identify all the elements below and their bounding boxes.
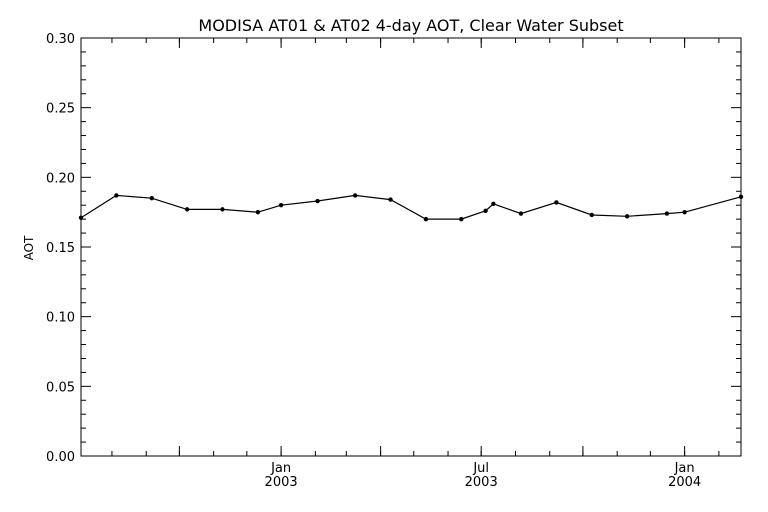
y-axis-label: AOT — [22, 235, 36, 260]
x-tick-year: 2003 — [265, 475, 298, 490]
chart-title: MODISA AT01 & AT02 4-day AOT, Clear Wate… — [198, 16, 623, 35]
y-tick-label: 0.00 — [46, 450, 75, 465]
series-line — [80, 194, 742, 220]
x-tick-month: Jan — [674, 461, 695, 476]
data-point — [114, 193, 119, 198]
data-point — [315, 198, 320, 204]
data-point — [589, 212, 594, 218]
x-tick-month: Jan — [270, 461, 291, 476]
axis-ticks — [81, 37, 741, 457]
x-tick-year: 2003 — [465, 475, 498, 490]
y-tick-label: 0.25 — [46, 102, 75, 117]
data-point — [554, 200, 559, 205]
data-point — [255, 209, 261, 215]
data-point — [388, 197, 393, 202]
data-point — [423, 216, 429, 222]
y-tick-label: 0.10 — [46, 311, 75, 326]
y-tick-label: 0.15 — [46, 241, 75, 256]
data-point — [220, 207, 225, 212]
data-point — [184, 207, 190, 212]
data-point — [459, 216, 464, 222]
y-tick-label: 0.20 — [46, 171, 75, 186]
data-point — [483, 208, 488, 213]
data-point — [518, 211, 524, 216]
data-point — [78, 215, 84, 220]
data-point — [624, 214, 630, 219]
tick-labels: 0.000.050.100.150.200.250.30Jan2003Jul20… — [46, 32, 701, 490]
data-point — [352, 193, 358, 198]
data-point — [278, 203, 284, 208]
data-point — [664, 211, 670, 216]
y-tick-label: 0.30 — [46, 32, 75, 47]
data-point — [491, 201, 496, 207]
x-tick-year: 2004 — [668, 475, 701, 490]
x-tick-month: Jul — [472, 461, 489, 476]
series — [78, 193, 744, 222]
data-point — [682, 209, 687, 215]
plot-frame — [80, 37, 742, 457]
data-point — [149, 196, 154, 201]
data-point — [738, 194, 744, 200]
y-tick-label: 0.05 — [46, 380, 75, 395]
